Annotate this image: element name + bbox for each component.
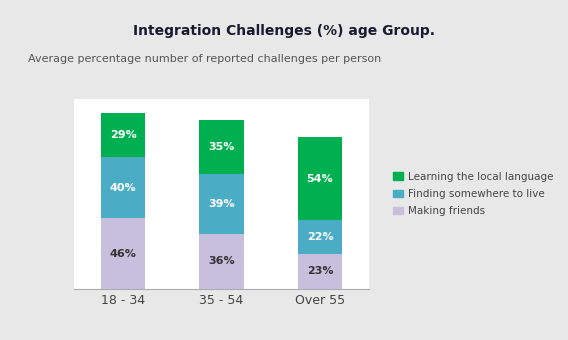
Bar bbox=[101, 157, 145, 219]
Text: 54%: 54% bbox=[307, 174, 333, 184]
Bar bbox=[199, 234, 244, 289]
Bar bbox=[298, 137, 342, 220]
Bar bbox=[298, 220, 342, 254]
Text: 22%: 22% bbox=[307, 232, 333, 242]
Text: 36%: 36% bbox=[208, 256, 235, 267]
Text: 23%: 23% bbox=[307, 266, 333, 276]
Bar bbox=[199, 174, 244, 234]
Text: 29%: 29% bbox=[110, 130, 136, 140]
Bar bbox=[101, 113, 145, 157]
Bar bbox=[298, 254, 342, 289]
Text: Average percentage number of reported challenges per person: Average percentage number of reported ch… bbox=[28, 54, 382, 64]
Bar bbox=[199, 120, 244, 174]
Text: Integration Challenges (%) age Group.: Integration Challenges (%) age Group. bbox=[133, 24, 435, 38]
Text: 46%: 46% bbox=[110, 249, 136, 259]
Bar bbox=[101, 219, 145, 289]
Legend: Learning the local language, Finding somewhere to live, Making friends: Learning the local language, Finding som… bbox=[389, 167, 558, 220]
Text: 35%: 35% bbox=[208, 142, 235, 152]
Text: 40%: 40% bbox=[110, 183, 136, 193]
Text: 39%: 39% bbox=[208, 199, 235, 209]
